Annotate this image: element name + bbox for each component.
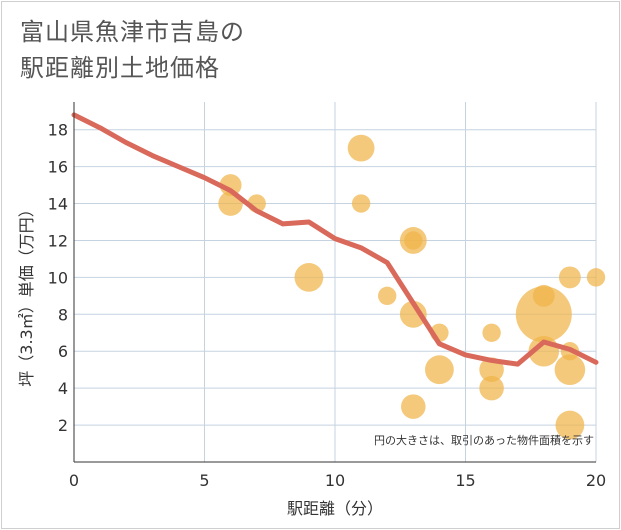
data-bubble — [425, 355, 454, 385]
x-tick-label: 10 — [325, 471, 345, 490]
x-tick-label: 0 — [69, 471, 79, 490]
data-bubble — [558, 266, 581, 289]
data-bubble — [401, 394, 426, 419]
bubble-series — [218, 134, 606, 440]
data-bubble — [482, 323, 501, 342]
data-bubble — [351, 194, 371, 213]
data-bubble — [479, 375, 504, 401]
x-tick-label: 5 — [199, 471, 209, 490]
chart-title: 富山県魚津市吉島の 駅距離別土地価格 — [20, 14, 245, 86]
tick-labels: 0 5 10 15 20 2 4 6 8 10 12 14 16 18 — [48, 121, 607, 490]
y-tick-label: 4 — [58, 379, 68, 398]
y-tick-label: 2 — [58, 416, 68, 435]
data-bubble — [347, 134, 375, 162]
data-bubble — [555, 410, 585, 440]
y-tick-label: 10 — [48, 268, 68, 287]
average-price-line — [71, 112, 599, 367]
bubble-size-note: 円の大きさは、取引のあった物件面積を示す — [374, 433, 594, 447]
x-tick-label: 20 — [586, 471, 606, 490]
data-bubble — [554, 354, 586, 385]
chart-title-line-2: 駅距離別土地価格 — [20, 54, 220, 82]
x-axis-label: 駅距離（分） — [287, 499, 383, 518]
y-tick-label: 16 — [48, 158, 68, 177]
y-tick-label: 8 — [58, 305, 68, 324]
x-tick-label: 15 — [455, 471, 475, 490]
data-bubble — [378, 286, 397, 306]
data-bubble — [404, 231, 423, 250]
data-bubble — [294, 262, 324, 292]
y-tick-label: 14 — [48, 195, 68, 214]
data-bubble — [515, 286, 572, 343]
y-axis-label: 坪（3.3㎡）単価（万円） — [17, 201, 36, 386]
y-tick-label: 6 — [58, 342, 68, 361]
data-bubble — [399, 300, 427, 328]
chart-title-line-1: 富山県魚津市吉島の — [20, 18, 245, 46]
axes — [73, 102, 596, 463]
data-bubble — [586, 268, 606, 287]
y-tick-label: 18 — [48, 121, 68, 140]
y-tick-label: 12 — [48, 231, 68, 250]
trend-line-series — [71, 112, 599, 367]
